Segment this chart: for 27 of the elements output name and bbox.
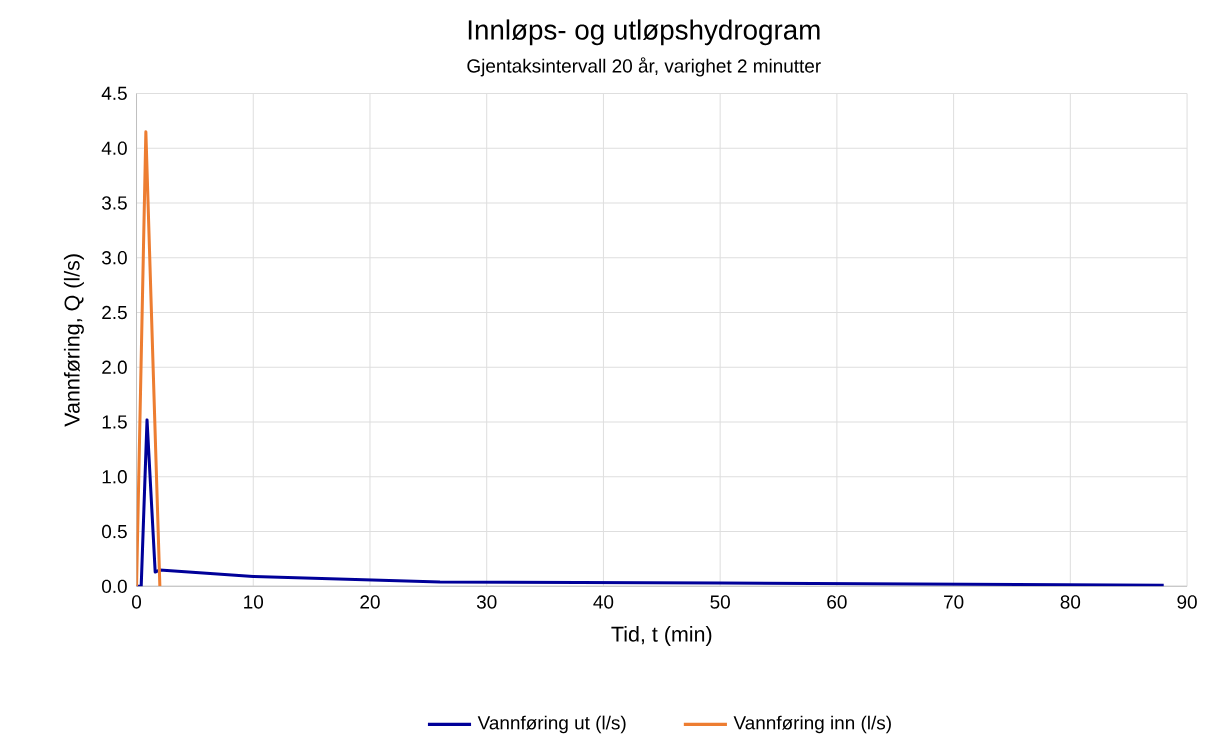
chart-title: Innløps- og utløpshydrogram — [468, 19, 820, 46]
y-tick-label: 0.0 — [102, 579, 127, 593]
y-axis-title: Vannføring, Q (l/s) — [63, 254, 84, 427]
y-tick-label: 4.5 — [101, 86, 127, 100]
x-tick-label: 0 — [132, 595, 142, 609]
line-series — [136, 418, 1166, 587]
x-tick-label: 30 — [476, 595, 497, 609]
y-tick-label: 3.5 — [101, 196, 127, 210]
x-axis-title: Tid, t (min) — [611, 625, 712, 646]
x-tick-label: 70 — [944, 595, 964, 609]
x-tick-label: 40 — [593, 595, 614, 609]
x-tick-label: 20 — [360, 595, 380, 609]
y-tick-label: 1.0 — [102, 469, 127, 484]
x-tick-label: 80 — [1060, 595, 1081, 609]
legend-label: Vannføring inn (l/s) — [733, 715, 891, 734]
x-tick-label: 90 — [1177, 595, 1197, 609]
y-tick-label: 4.0 — [101, 141, 127, 155]
y-tick-label: 2.5 — [102, 305, 127, 320]
chart-subtitle: Gjentaksintervall 20 år, varighet 2 minutter — [467, 57, 821, 77]
y-tick-label: 1.5 — [102, 415, 127, 429]
x-tick-label: 10 — [244, 595, 264, 609]
y-tick-label: 2.0 — [102, 360, 127, 374]
y-tick-label: 3.0 — [101, 250, 127, 265]
legend-label: Vannføring ut (l/s) — [477, 715, 626, 734]
x-tick-label: 60 — [827, 595, 847, 609]
y-tick-label: 0.5 — [102, 524, 127, 539]
x-tick-label: 50 — [710, 595, 730, 609]
